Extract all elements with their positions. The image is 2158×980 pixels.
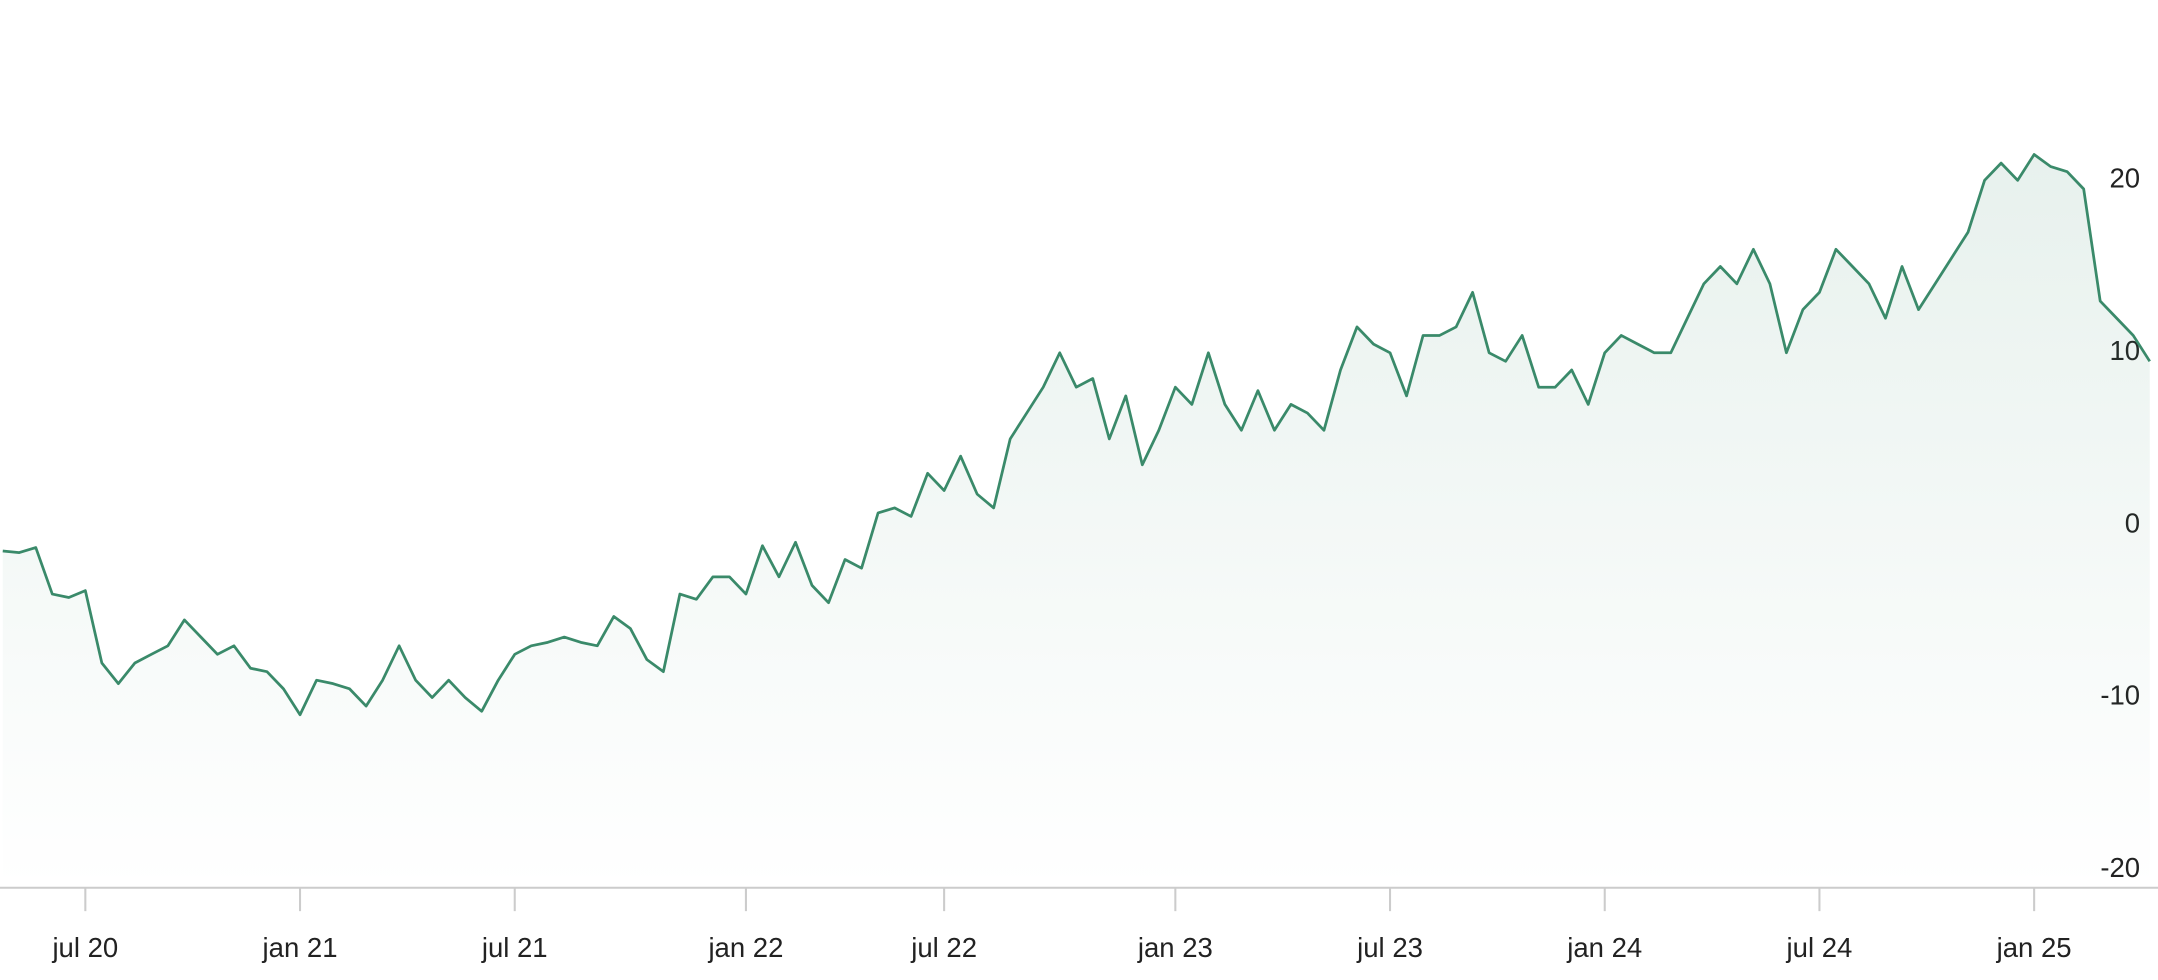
x-tick-label: jul 24: [1786, 932, 1853, 963]
y-tick-label: 20: [2109, 163, 2140, 194]
x-tick-label: jan 23: [1137, 932, 1213, 963]
x-tick-label: jan 24: [1566, 932, 1642, 963]
line: [2, 153, 2151, 717]
x-tick-label: jul 22: [910, 932, 977, 963]
x-tick-label: jul 20: [51, 932, 118, 963]
x-tick-label: jul 21: [481, 932, 548, 963]
x-tick-label: jan 22: [707, 932, 783, 963]
x-tick-label: jan 25: [1996, 932, 2072, 963]
x-tick-label: jan 21: [262, 932, 338, 963]
x-tick-label: jul 23: [1356, 932, 1423, 963]
area-fill: [2, 154, 2150, 888]
